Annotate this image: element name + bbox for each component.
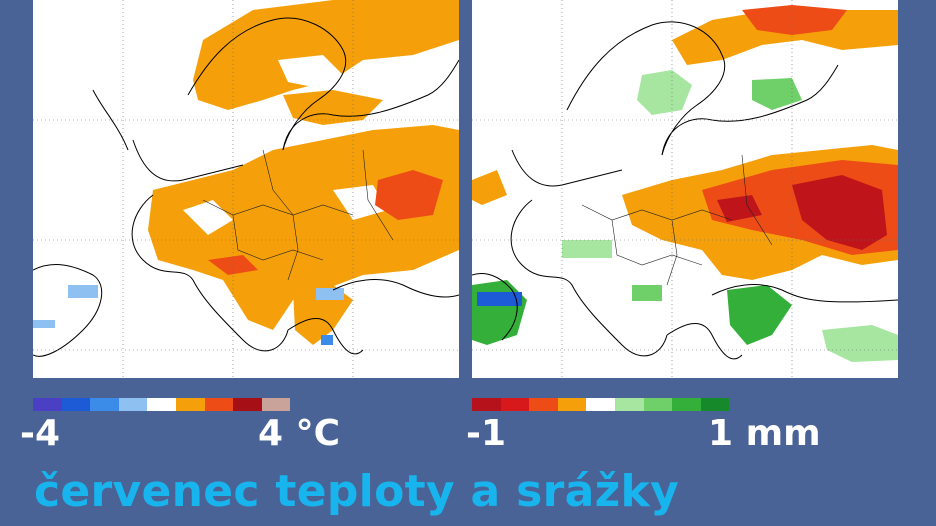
precipitation-borders (581, 154, 773, 286)
temperature-borders (202, 149, 394, 281)
precipitation-graticule (472, 0, 898, 378)
temperature-hot-area-alps (208, 255, 258, 275)
precipitation-legend-max-label: 1 mm (708, 413, 821, 454)
precipitation-legend-swatch-2 (500, 398, 530, 411)
temperature-legend-swatch-1 (33, 398, 62, 411)
temperature-legend-swatch-5 (147, 398, 176, 411)
precipitation-legend-swatch-6 (614, 398, 644, 411)
precipitation-driest-area-2 (717, 195, 762, 222)
precipitation-legend-swatch-1 (472, 398, 501, 411)
precipitation-wet-area-turkey (822, 325, 898, 362)
precipitation-dry-area-north (672, 10, 898, 65)
temperature-hot-regions (208, 170, 443, 275)
temperature-cold-patch-greece (321, 335, 333, 345)
precipitation-drier-area-north (742, 5, 847, 35)
temperature-neutral-gap-1 (278, 55, 343, 88)
temperature-legend-max-label: 4 °C (258, 413, 341, 454)
precipitation-map-canvas (472, 0, 898, 378)
precipitation-wet-area-scandinavia (637, 70, 692, 115)
precipitation-wet-patch-1 (562, 240, 612, 258)
precipitation-driest-area (792, 175, 887, 250)
precipitation-legend-colorbar (472, 398, 730, 411)
precipitation-legend-min-label: -1 (466, 413, 506, 454)
temperature-map-canvas (33, 0, 459, 378)
precipitation-legend-swatch-8 (672, 398, 701, 411)
precipitation-legend-swatch-3 (529, 398, 558, 411)
precipitation-legend-swatch-9 (700, 398, 730, 411)
temperature-legend-swatch-9 (261, 398, 291, 411)
temperature-graticule (33, 0, 459, 378)
precipitation-wet-area-finland (752, 78, 802, 110)
temperature-legend-swatch-8 (233, 398, 262, 411)
temperature-cool-regions (183, 55, 388, 235)
precipitation-dry-area-west (472, 170, 507, 205)
temperature-cold-patch-black-sea (316, 288, 344, 300)
precipitation-legend-swatch-5 (586, 398, 615, 411)
temperature-legend-min-label: -4 (20, 413, 60, 454)
precipitation-dry-extreme-regions (717, 175, 887, 250)
temperature-warm-area-continent (148, 125, 459, 330)
temperature-cold-patch-iberia (68, 285, 98, 298)
precipitation-map (472, 0, 898, 378)
temperature-neutral-gap-2 (333, 185, 388, 220)
caption-title: červenec teploty a srážky (34, 466, 680, 517)
temperature-legend-swatch-2 (61, 398, 91, 411)
precipitation-coastlines (472, 21, 898, 360)
precipitation-wet-patch-2 (632, 285, 662, 301)
temperature-legend-swatch-3 (90, 398, 119, 411)
temperature-cold-regions (33, 285, 344, 345)
precipitation-blue-patch-iberia (477, 292, 522, 306)
temperature-legend-swatch-4 (118, 398, 148, 411)
precipitation-legend-swatch-7 (643, 398, 673, 411)
temperature-legend-swatch-7 (204, 398, 234, 411)
temperature-legend-colorbar (33, 398, 291, 411)
temperature-coastlines (33, 17, 459, 357)
precipitation-legend-swatch-4 (557, 398, 587, 411)
precipitation-wet-area-balkan (727, 285, 792, 345)
temperature-legend-swatch-6 (175, 398, 205, 411)
temperature-cold-patch-west (33, 320, 55, 328)
precipitation-wet-area-iberia (472, 280, 527, 345)
precipitation-wet-regions (472, 70, 898, 362)
temperature-warm-area-scandinavia (193, 0, 459, 110)
temperature-map (33, 0, 459, 378)
temperature-hot-area-east (375, 170, 443, 220)
